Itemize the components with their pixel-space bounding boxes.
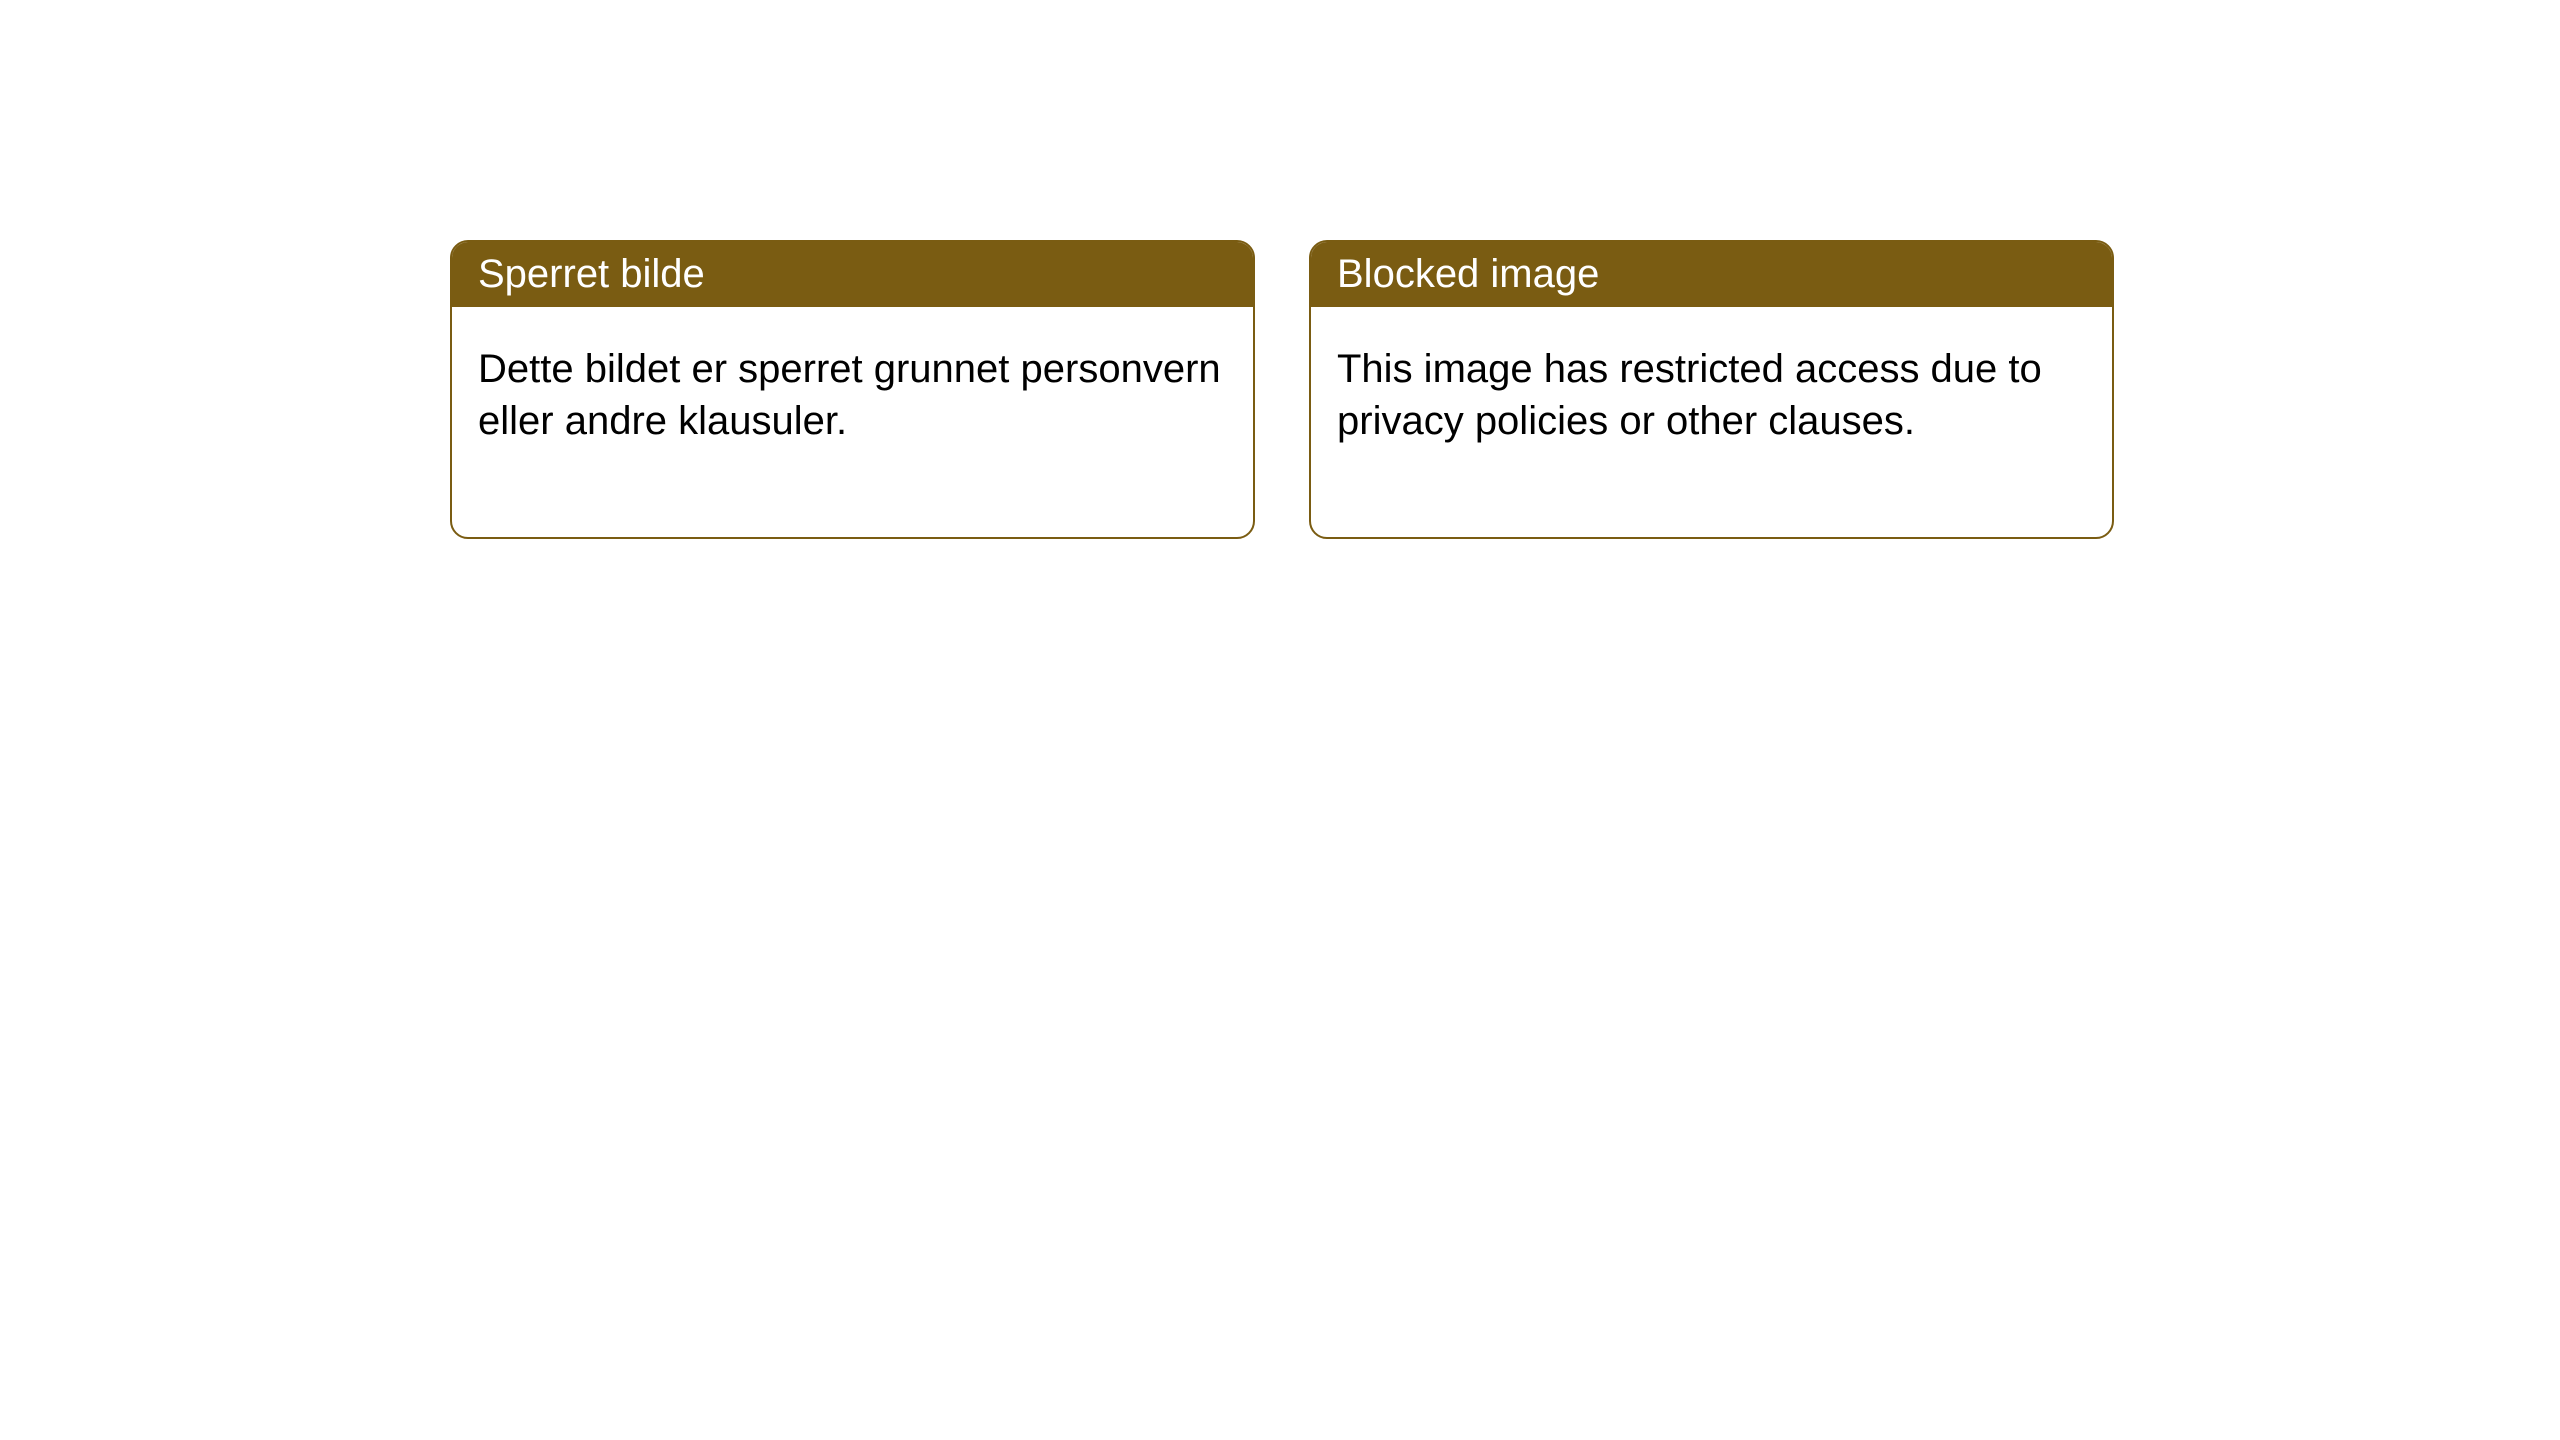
notice-header: Blocked image	[1311, 242, 2112, 307]
notice-title: Blocked image	[1337, 252, 1599, 296]
notice-body: Dette bildet er sperret grunnet personve…	[452, 307, 1253, 537]
notice-card-english: Blocked image This image has restricted …	[1309, 240, 2114, 539]
notice-header: Sperret bilde	[452, 242, 1253, 307]
notice-card-norwegian: Sperret bilde Dette bildet er sperret gr…	[450, 240, 1255, 539]
notice-body: This image has restricted access due to …	[1311, 307, 2112, 537]
notice-title: Sperret bilde	[478, 252, 705, 296]
notice-container: Sperret bilde Dette bildet er sperret gr…	[0, 0, 2560, 539]
notice-message: This image has restricted access due to …	[1337, 347, 2042, 443]
notice-message: Dette bildet er sperret grunnet personve…	[478, 347, 1221, 443]
